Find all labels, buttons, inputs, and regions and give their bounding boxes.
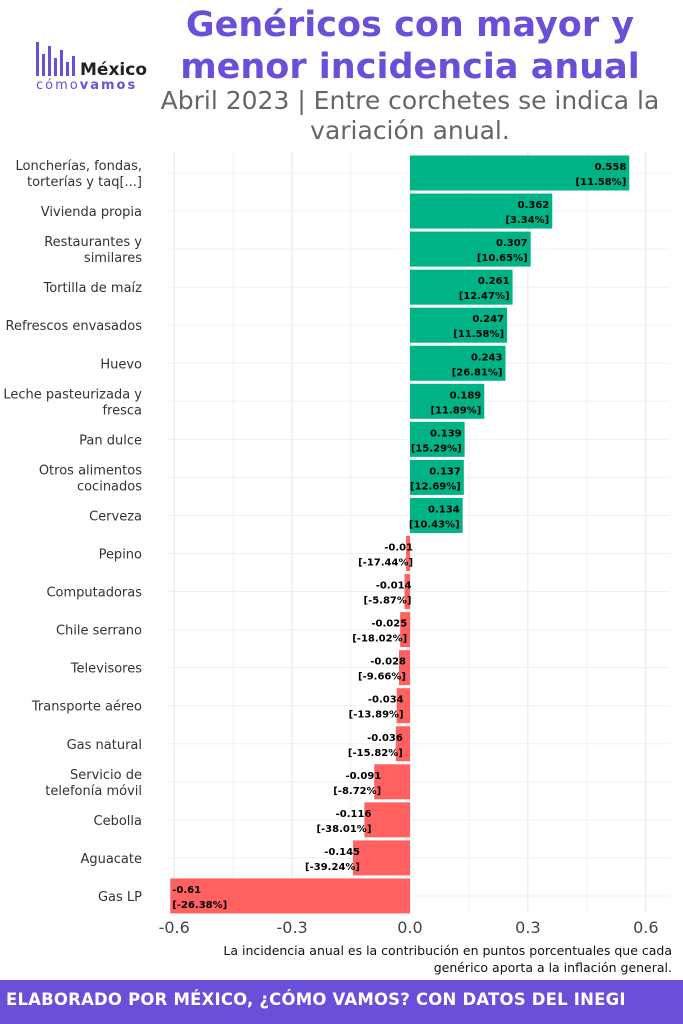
bar [410, 497, 463, 533]
logo-sub-text: cómovamos [36, 78, 138, 93]
bar [406, 536, 410, 571]
data-label-value: -0.036 [367, 733, 403, 744]
bar [410, 459, 464, 495]
data-label-variation: [10.65%] [477, 253, 528, 264]
data-label-variation: [11.58%] [453, 329, 504, 340]
x-tick-label: 0.6 [633, 918, 658, 937]
chart-title: Genéricos con mayor y menor incidencia a… [180, 5, 640, 87]
data-label-value: 0.139 [430, 428, 462, 439]
data-label-variation: [12.47%] [459, 291, 510, 302]
data-label-value: 0.307 [496, 238, 528, 249]
bar [400, 612, 410, 648]
data-label-value: -0.116 [336, 809, 372, 820]
bar [398, 650, 410, 686]
data-label-variation: [-17.44%] [358, 558, 413, 569]
data-label-value: 0.134 [428, 504, 460, 515]
data-label-variation: [-9.66%] [358, 672, 406, 683]
data-label-variation: [26.81%] [452, 367, 503, 378]
data-label-value: -0.01 [384, 543, 413, 554]
logo-main-text: México [80, 60, 147, 80]
mexico-como-vamos-logo: México cómovamos [36, 38, 151, 94]
data-label-variation: [11.89%] [430, 405, 481, 416]
data-label-value: 0.558 [595, 162, 627, 173]
data-label-value: -0.034 [368, 695, 404, 706]
category-label: Pepino [99, 548, 142, 563]
bar [395, 726, 410, 762]
category-label: Aguacate [80, 852, 142, 867]
bar [410, 193, 553, 229]
data-label-value: 0.243 [471, 352, 503, 363]
category-label: Cerveza [89, 509, 142, 524]
category-label: Tortilla de maíz [42, 281, 142, 296]
bar [410, 421, 465, 457]
category-label: Gas natural [67, 738, 142, 753]
bar [374, 764, 410, 800]
category-label: Pan dulce [79, 433, 142, 448]
category-label: Otros alimentos cocinados [39, 463, 142, 494]
data-label-value: 0.189 [450, 390, 482, 401]
data-label-value: -0.014 [376, 581, 412, 592]
category-label: Televisores [70, 662, 142, 677]
data-label-variation: [-26.38%] [172, 900, 227, 911]
category-label: Transporte aéreo [31, 700, 142, 715]
category-label: Refrescos envasados [6, 319, 143, 334]
logo-bars-icon [36, 38, 84, 80]
category-label: Gas LP [98, 890, 142, 905]
bar [353, 840, 410, 876]
chart-subtitle: Abril 2023 | Entre corchetes se indica l… [160, 86, 660, 145]
x-tick-label: 0.3 [515, 918, 540, 937]
data-label-variation: [12.69%] [410, 481, 461, 492]
x-tick-label: 0.0 [397, 918, 422, 937]
bar [404, 574, 410, 610]
bar [396, 688, 410, 724]
bar [364, 802, 410, 838]
category-label: Computadoras [46, 586, 142, 601]
data-label-value: -0.61 [172, 885, 201, 896]
data-label-variation: [15.29%] [411, 443, 462, 454]
bar [170, 878, 410, 914]
bar [410, 155, 630, 191]
data-label-variation: [-15.82%] [348, 748, 403, 759]
category-label: Cebolla [94, 814, 142, 829]
data-label-variation: [-13.89%] [349, 710, 404, 721]
category-label: Huevo [100, 357, 142, 372]
data-label-value: -0.145 [324, 847, 360, 858]
data-label-variation: [10.43%] [409, 519, 460, 530]
data-label-variation: [11.58%] [575, 177, 626, 188]
bar [410, 307, 508, 343]
data-label-variation: [-39.24%] [305, 862, 360, 873]
category-label: Servicio de telefonía móvil [45, 768, 142, 799]
data-label-variation: [-38.01%] [316, 824, 371, 835]
data-label-value: 0.137 [429, 466, 461, 477]
category-label: Loncherías, fondas, torterías y taq[...] [16, 159, 142, 190]
data-label-variation: [3.34%] [505, 215, 549, 226]
data-label-value: -0.091 [345, 771, 381, 782]
data-label-variation: [-8.72%] [333, 786, 381, 797]
bar [410, 269, 513, 305]
category-label: Vivienda propia [41, 205, 142, 220]
bar [410, 383, 485, 419]
bar [410, 231, 531, 267]
footer-credit: ELABORADO POR MÉXICO, ¿CÓMO VAMOS? CON D… [6, 990, 626, 1009]
chart-note: La incidencia anual es la contribución e… [223, 943, 672, 975]
category-label: Leche pasteurizada y fresca [3, 387, 142, 418]
data-label-value: 0.247 [472, 314, 504, 325]
data-label-variation: [-18.02%] [352, 634, 407, 645]
bar [410, 345, 506, 381]
category-label: Chile serrano [56, 624, 142, 639]
category-label: Restaurantes y similares [44, 235, 142, 266]
bar-chart: 0.558 [11.58%] 0.362 [3.34%] 0.307 [10.65%] 0.… [3, 151, 670, 937]
data-label-value: -0.025 [371, 619, 407, 630]
x-tick-label: -0.3 [276, 918, 307, 937]
data-label-value: -0.028 [370, 657, 406, 668]
data-label-variation: [-5.87%] [364, 596, 412, 607]
x-tick-label: -0.6 [159, 918, 190, 937]
data-label-value: 0.362 [518, 200, 550, 211]
data-label-value: 0.261 [478, 276, 510, 287]
footer-bar: ELABORADO POR MÉXICO, ¿CÓMO VAMOS? CON D… [0, 980, 683, 1024]
